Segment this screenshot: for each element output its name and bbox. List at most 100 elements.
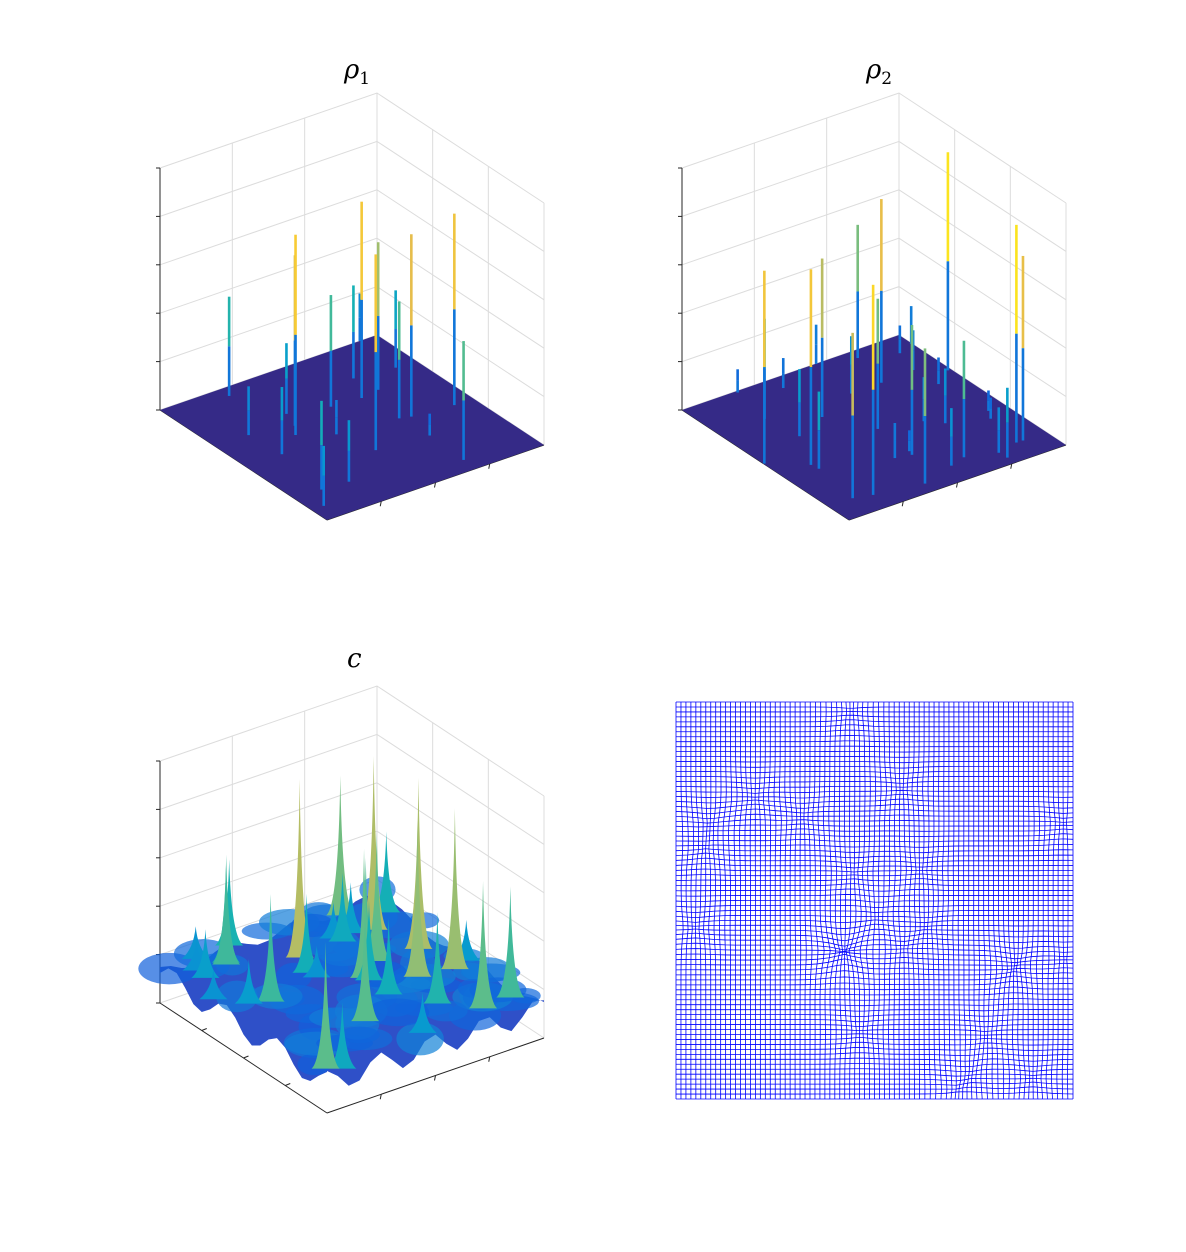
spike [374, 917, 403, 995]
spike [199, 969, 228, 1000]
spike [247, 410, 250, 436]
grid-line [159, 140, 545, 252]
spike [374, 352, 378, 451]
mesh-line [676, 1033, 1074, 1036]
spike [856, 291, 860, 359]
spike [234, 958, 263, 1004]
spike [880, 290, 883, 383]
panel-title: ρ1 [343, 55, 370, 89]
spike [376, 316, 380, 390]
spike [335, 417, 338, 435]
spike [1021, 255, 1025, 349]
mesh-line [892, 701, 897, 1100]
mesh-line [675, 951, 1074, 960]
spike [809, 367, 813, 465]
spike [923, 416, 927, 484]
tick [379, 501, 382, 507]
mesh-line [675, 975, 1074, 981]
tick [488, 1056, 491, 1062]
spike [351, 896, 380, 1022]
mesh-line [936, 701, 942, 1100]
mesh-line [676, 1037, 1074, 1041]
mesh-line [1066, 702, 1069, 1100]
mesh-line [676, 1077, 1074, 1082]
spike [909, 306, 913, 325]
spike [937, 370, 940, 385]
grid-line [159, 92, 545, 204]
spike [329, 350, 333, 407]
spike [335, 399, 338, 418]
mesh-line [877, 701, 882, 1100]
mesh-line [675, 948, 1074, 955]
spike [820, 337, 824, 418]
mesh-line [675, 1014, 1074, 1017]
tick [379, 1094, 382, 1100]
spike [376, 242, 380, 317]
panel-title: c [347, 644, 362, 674]
mesh-line [675, 964, 1074, 971]
spike [397, 359, 401, 419]
mesh-line [902, 701, 907, 1100]
spike [292, 893, 321, 973]
spike [851, 332, 854, 416]
mesh-line [1051, 702, 1056, 1100]
mesh-line [916, 701, 921, 1100]
spike [908, 430, 911, 441]
surface-patch [317, 939, 369, 967]
grid-line [159, 237, 545, 349]
mesh-line [991, 702, 998, 1100]
spike [322, 445, 326, 476]
mesh-line [1016, 702, 1021, 1100]
spike [923, 348, 927, 417]
spike [898, 325, 902, 340]
spike [352, 331, 355, 379]
spike [798, 369, 801, 403]
grid-line [159, 685, 545, 797]
mesh-line [1035, 702, 1040, 1100]
spike [404, 777, 433, 949]
spike [1015, 333, 1018, 443]
spike [358, 317, 362, 341]
mesh-line [898, 701, 902, 1100]
spike [987, 400, 990, 411]
grid-line [681, 140, 1067, 252]
mesh-line [675, 914, 1074, 919]
tick [285, 1083, 291, 1086]
mesh-line [995, 702, 1003, 1100]
mesh-line [676, 1019, 1074, 1023]
spike [428, 413, 431, 425]
spike [798, 402, 801, 437]
spike [851, 415, 854, 499]
mesh-line [676, 1029, 1074, 1032]
spike [849, 364, 853, 394]
spike [311, 941, 340, 1069]
spike [423, 912, 452, 1004]
mesh-line [1056, 702, 1061, 1100]
spike [950, 408, 953, 437]
spike [215, 859, 244, 946]
spike [856, 224, 860, 292]
spike [1006, 387, 1009, 423]
grid-line [159, 782, 545, 894]
spike [394, 290, 397, 330]
spike [950, 436, 953, 466]
mesh-line [906, 701, 912, 1100]
spike [319, 902, 348, 939]
mesh-line [941, 702, 948, 1100]
spike [294, 334, 297, 436]
spike [946, 261, 950, 371]
spike [328, 872, 357, 942]
spike [817, 391, 821, 431]
spike [354, 899, 383, 981]
mesh-line [675, 986, 1074, 991]
mesh-line [676, 1057, 1074, 1062]
spike [181, 926, 210, 959]
plots [138, 92, 1074, 1114]
mesh-line [971, 702, 977, 1100]
mesh-line [966, 702, 972, 1100]
spike [849, 336, 853, 365]
spike [453, 213, 456, 310]
mesh-line [946, 702, 953, 1100]
spike [227, 346, 231, 396]
spike [294, 234, 297, 335]
